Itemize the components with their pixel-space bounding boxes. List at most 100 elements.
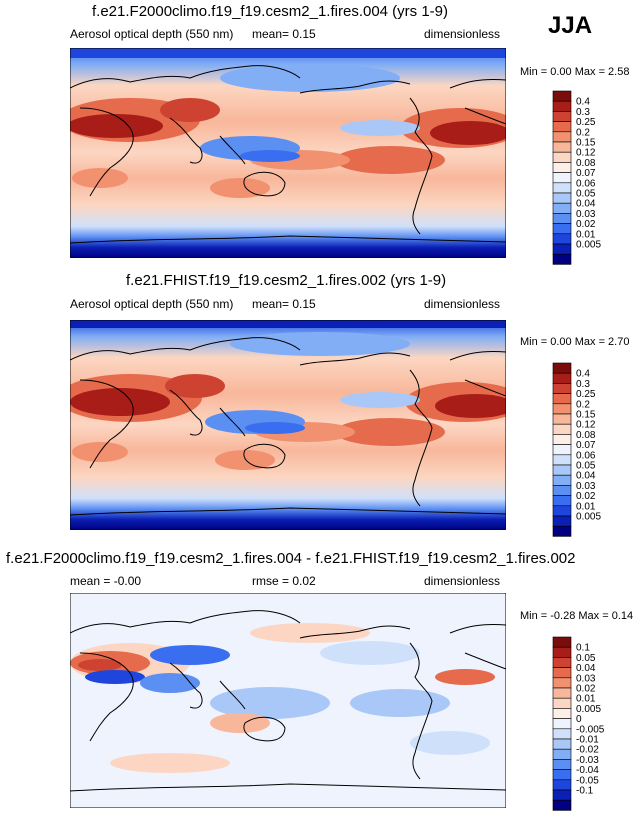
colorbar-1-box bbox=[552, 90, 572, 102]
colorbar-1-box bbox=[552, 172, 572, 184]
map-panel-3 bbox=[70, 593, 506, 808]
colorbar-2-box bbox=[552, 525, 572, 537]
colorbar-1-label: 0.15 bbox=[576, 138, 596, 149]
colorbar-1-label: 0.2 bbox=[576, 127, 590, 138]
colorbar-2-box bbox=[552, 413, 572, 425]
colorbar-1-label: 0.005 bbox=[576, 240, 601, 251]
map-panel-1 bbox=[70, 48, 506, 258]
colorbar-2-label: 0.12 bbox=[576, 420, 596, 431]
colorbar-3-box bbox=[552, 769, 572, 781]
colorbar-2-label: 0.04 bbox=[576, 471, 596, 482]
colorbar-1-label: 0.25 bbox=[576, 117, 596, 128]
colorbar-2-box bbox=[552, 372, 572, 384]
colorbar-3-box bbox=[552, 759, 572, 770]
colorbar-1-box bbox=[552, 243, 572, 255]
colorbar-3-label: 0.05 bbox=[576, 653, 596, 664]
panel-3-title: f.e21.F2000climo.f19_f19.cesm2_1.fires.0… bbox=[6, 550, 576, 567]
colorbar-1-box bbox=[552, 233, 572, 245]
map-2-coastlines bbox=[70, 337, 506, 516]
colorbar-3-box bbox=[552, 636, 572, 648]
panel-3-rmse: rmse = 0.02 bbox=[252, 574, 316, 588]
colorbar-3-label: 0.02 bbox=[576, 684, 596, 695]
panel-2-minmax: Min = 0.00 Max = 2.70 bbox=[520, 336, 630, 348]
panel-2-units: dimensionless bbox=[424, 297, 501, 311]
colorbar-3-label: 0.04 bbox=[576, 663, 596, 674]
panel-1-minmax: Min = 0.00 Max = 2.58 bbox=[520, 66, 630, 78]
colorbar-3-label: -0.04 bbox=[576, 765, 599, 776]
map-2-field bbox=[70, 320, 506, 470]
colorbar-1-label: 0.06 bbox=[576, 178, 596, 189]
colorbar-2-label: 0.4 bbox=[576, 369, 590, 380]
map-3-coastlines bbox=[70, 610, 506, 792]
colorbar-1-box bbox=[552, 162, 572, 173]
colorbar-1-label: 0.08 bbox=[576, 158, 596, 169]
colorbar-3-box bbox=[552, 789, 572, 801]
panel-2-title: f.e21.FHIST.f19_f19.cesm2_1.fires.002 (y… bbox=[126, 272, 447, 289]
colorbar-1-label: 0.07 bbox=[576, 168, 596, 179]
colorbar-3-box bbox=[552, 779, 572, 791]
colorbar-1-box bbox=[552, 192, 572, 204]
colorbar-2-box bbox=[552, 515, 572, 527]
season-label: JJA bbox=[548, 12, 593, 39]
colorbar-1-label: 0.04 bbox=[576, 199, 596, 210]
colorbar-2-box bbox=[552, 434, 572, 445]
colorbar-3-label: 0.1 bbox=[576, 643, 590, 654]
colorbar-1: 0.40.30.250.20.150.120.080.070.060.050.0… bbox=[552, 90, 601, 265]
colorbar-2-box bbox=[552, 444, 572, 456]
colorbar-2-box bbox=[552, 495, 572, 507]
colorbar-1-box bbox=[552, 182, 572, 194]
colorbar-2-label: 0.08 bbox=[576, 430, 596, 441]
colorbar-2-box bbox=[552, 362, 572, 374]
panel-1-title: f.e21.F2000climo.f19_f19.cesm2_1.fires.0… bbox=[92, 3, 449, 20]
colorbar-3-label: -0.02 bbox=[576, 745, 599, 756]
colorbar-3-box bbox=[552, 748, 572, 760]
colorbar-1-label: 0.3 bbox=[576, 107, 590, 118]
colorbar-2-label: 0.03 bbox=[576, 481, 596, 492]
colorbar-3-box bbox=[552, 667, 572, 679]
colorbar-3-label: -0.01 bbox=[576, 735, 599, 746]
colorbar-3-label: -0.005 bbox=[576, 724, 605, 735]
map-1-coastlines bbox=[70, 65, 506, 244]
colorbar-3-box bbox=[552, 657, 572, 668]
panel-1-units: dimensionless bbox=[424, 27, 501, 41]
map-3-field bbox=[70, 623, 495, 773]
colorbar-3-label: -0.1 bbox=[576, 786, 594, 797]
colorbar-3: 0.10.050.040.030.020.010.0050-0.005-0.01… bbox=[552, 636, 605, 811]
colorbar-1-label: 0.03 bbox=[576, 209, 596, 220]
colorbar-2-box bbox=[552, 403, 572, 415]
colorbar-2-box bbox=[552, 485, 572, 496]
colorbar-2-label: 0.15 bbox=[576, 410, 596, 421]
colorbar-2-label: 0.01 bbox=[576, 501, 596, 512]
colorbar-1-box bbox=[552, 202, 572, 214]
colorbar-2-box bbox=[552, 474, 572, 486]
colorbar-2-label: 0.2 bbox=[576, 399, 590, 410]
colorbar-2-box bbox=[552, 505, 572, 517]
colorbar-3-box bbox=[552, 728, 572, 740]
colorbar-2: 0.40.30.250.20.150.120.080.070.060.050.0… bbox=[552, 362, 601, 537]
colorbar-3-label: 0.03 bbox=[576, 673, 596, 684]
colorbar-2-box bbox=[552, 423, 572, 435]
colorbar-3-box bbox=[552, 677, 572, 689]
colorbar-1-box bbox=[552, 223, 572, 235]
colorbar-2-label: 0.06 bbox=[576, 450, 596, 461]
colorbar-1-box bbox=[552, 121, 572, 133]
colorbar-1-label: 0.01 bbox=[576, 229, 596, 240]
colorbar-1-label: 0.02 bbox=[576, 219, 596, 230]
map-panel-2 bbox=[70, 320, 506, 530]
colorbar-2-box bbox=[552, 383, 572, 394]
colorbar-2-label: 0.25 bbox=[576, 389, 596, 400]
colorbar-1-box bbox=[552, 131, 572, 143]
colorbar-3-box bbox=[552, 697, 572, 709]
panel-3-units: dimensionless bbox=[424, 574, 501, 588]
colorbar-2-label: 0.005 bbox=[576, 512, 601, 523]
colorbar-2-label: 0.02 bbox=[576, 491, 596, 502]
colorbar-1-box bbox=[552, 141, 572, 153]
colorbar-3-label: 0 bbox=[576, 714, 582, 725]
colorbar-3-label: -0.05 bbox=[576, 775, 599, 786]
colorbar-2-box bbox=[552, 454, 572, 466]
colorbar-3-box bbox=[552, 718, 572, 730]
colorbar-1-box bbox=[552, 100, 572, 112]
colorbar-1-label: 0.05 bbox=[576, 189, 596, 200]
map-1-field bbox=[70, 48, 506, 198]
colorbar-1-label: 0.4 bbox=[576, 97, 590, 108]
